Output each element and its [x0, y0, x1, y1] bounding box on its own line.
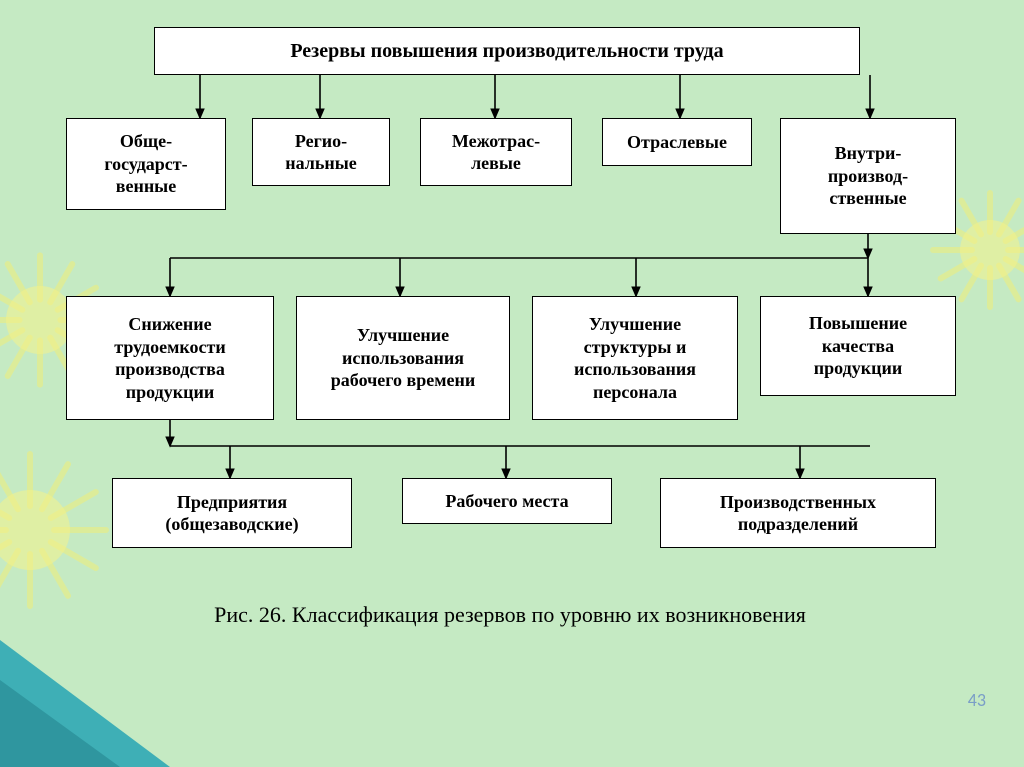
figure-caption: Рис. 26. Классификация резервов по уровн… — [120, 602, 900, 628]
node-r1-c3: Межотрас-левые — [420, 118, 572, 186]
node-r2-c1: Снижениетрудоемкостипроизводствапродукци… — [66, 296, 274, 420]
node-r2-c3: Улучшениеструктуры ииспользованияперсона… — [532, 296, 738, 420]
page-number: 43 — [968, 689, 986, 711]
node-title: Резервы повышения производительности тру… — [154, 27, 860, 75]
node-r1-c2: Регио-нальные — [252, 118, 390, 186]
node-title-text: Резервы повышения производительности тру… — [290, 39, 723, 64]
node-r2-c2: Улучшениеиспользованиярабочего времени — [296, 296, 510, 420]
node-r1-c4: Отраслевые — [602, 118, 752, 166]
node-r1-c1: Обще-государст-венные — [66, 118, 226, 210]
node-r3-c3: Производственныхподразделений — [660, 478, 936, 548]
node-r3-c1: Предприятия(общезаводские) — [112, 478, 352, 548]
node-r3-c2: Рабочего места — [402, 478, 612, 524]
node-r2-c4: Повышениекачествапродукции — [760, 296, 956, 396]
node-r1-c5: Внутри-производ-ственные — [780, 118, 956, 234]
